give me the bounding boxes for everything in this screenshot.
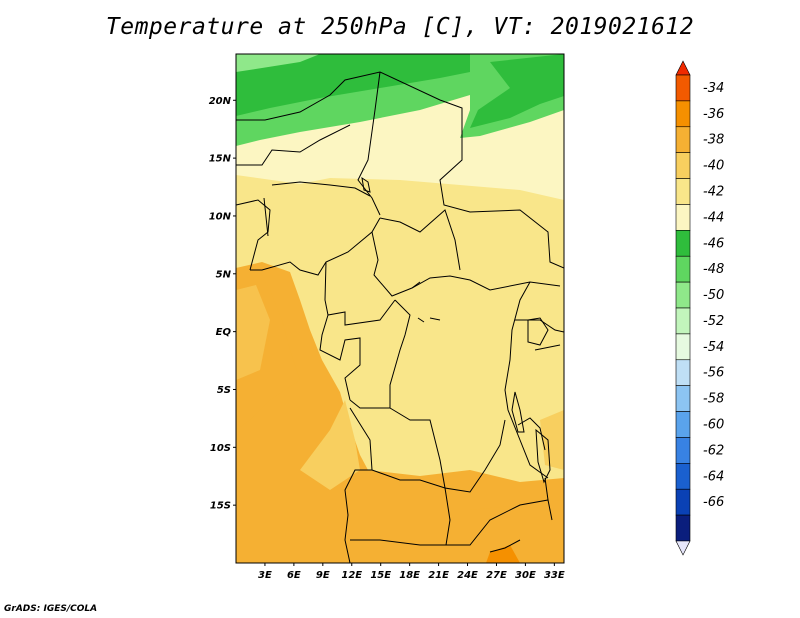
colorbar-label: -56 <box>703 366 724 381</box>
colorbar-top-arrow <box>675 60 691 76</box>
lat-label: EQ <box>216 327 232 338</box>
lon-label: 12E <box>341 570 362 581</box>
colorbar-label: -38 <box>703 133 724 148</box>
colorbar-label: -52 <box>703 314 724 329</box>
lat-label: 20N <box>209 96 232 107</box>
colorbar-bottom-arrow <box>675 540 691 556</box>
colorbar-segment <box>675 385 691 412</box>
colorbar-label: -48 <box>703 262 724 277</box>
map-title: Temperature at 250hPa [C], VT: 201902161… <box>105 14 695 40</box>
colorbar-segment <box>675 307 691 335</box>
lat-label: 10S <box>210 443 231 454</box>
grads-credit: GrADS: IGES/COLA <box>4 604 98 614</box>
country-boundaries <box>236 71 564 563</box>
lon-label: 30E <box>515 570 536 581</box>
lat-label: 10N <box>209 211 232 222</box>
colorbar-segment <box>675 359 691 386</box>
colorbar-segment <box>675 281 691 309</box>
colorbar-label: -42 <box>703 185 724 200</box>
colorbar-segment <box>675 126 691 153</box>
lon-label: 15E <box>370 570 391 581</box>
colorbar-label: -58 <box>703 392 724 407</box>
lon-label: 9E <box>316 570 330 581</box>
colorbar-label: -36 <box>703 107 724 122</box>
lat-label: 5S <box>217 385 231 396</box>
lon-label: 24E <box>457 570 478 581</box>
colorbar-label: -46 <box>703 236 724 251</box>
lat-label: 15S <box>210 501 231 512</box>
colorbar-segment <box>675 204 691 231</box>
colorbar-segment <box>675 230 691 257</box>
longitude-axis: 3E 6E 9E 12E 15E 18E 21E 24E 27E 30E 33E <box>258 563 565 581</box>
colorbar-segment <box>675 74 691 102</box>
lon-label: 3E <box>258 570 272 581</box>
colorbar-label: -44 <box>703 210 724 225</box>
colorbar-label: -66 <box>703 495 724 510</box>
colorbar-segment <box>675 437 691 464</box>
colorbar-segment <box>675 411 691 438</box>
colorbar-segment <box>675 333 691 361</box>
lat-label: 5N <box>216 269 232 280</box>
colorbar-segment <box>675 463 691 490</box>
lon-label: 27E <box>486 570 507 581</box>
colorbar-segment <box>675 178 691 205</box>
colorbar-label: -60 <box>703 418 724 433</box>
lon-label: 21E <box>428 570 449 581</box>
colorbar-label: -64 <box>703 469 724 484</box>
latitude-axis: 20N 15N 10N 5N EQ 5S 10S 15S <box>209 96 236 512</box>
lon-label: 33E <box>544 570 565 581</box>
colorbar-segment <box>675 152 691 179</box>
colorbar-segment <box>675 488 691 516</box>
lat-label: 15N <box>209 154 232 165</box>
colorbar-label: -62 <box>703 443 724 458</box>
colorbar-label: -54 <box>703 340 724 355</box>
colorbar-label: -50 <box>703 288 724 303</box>
colorbar-label: -34 <box>703 81 724 96</box>
colorbar: -34 -36 -38 -40 -42 -44 -46 -48 -50 -52 -54 -56 -58 -… <box>675 60 724 556</box>
colorbar-label: -40 <box>703 159 724 174</box>
lakes <box>361 176 551 484</box>
colorbar-segment <box>675 514 691 542</box>
lon-label: 6E <box>287 570 301 581</box>
map-frame <box>235 53 565 564</box>
colorbar-segment <box>675 255 691 283</box>
colorbar-segment <box>675 100 691 128</box>
temperature-field <box>236 54 564 563</box>
lon-label: 18E <box>399 570 420 581</box>
